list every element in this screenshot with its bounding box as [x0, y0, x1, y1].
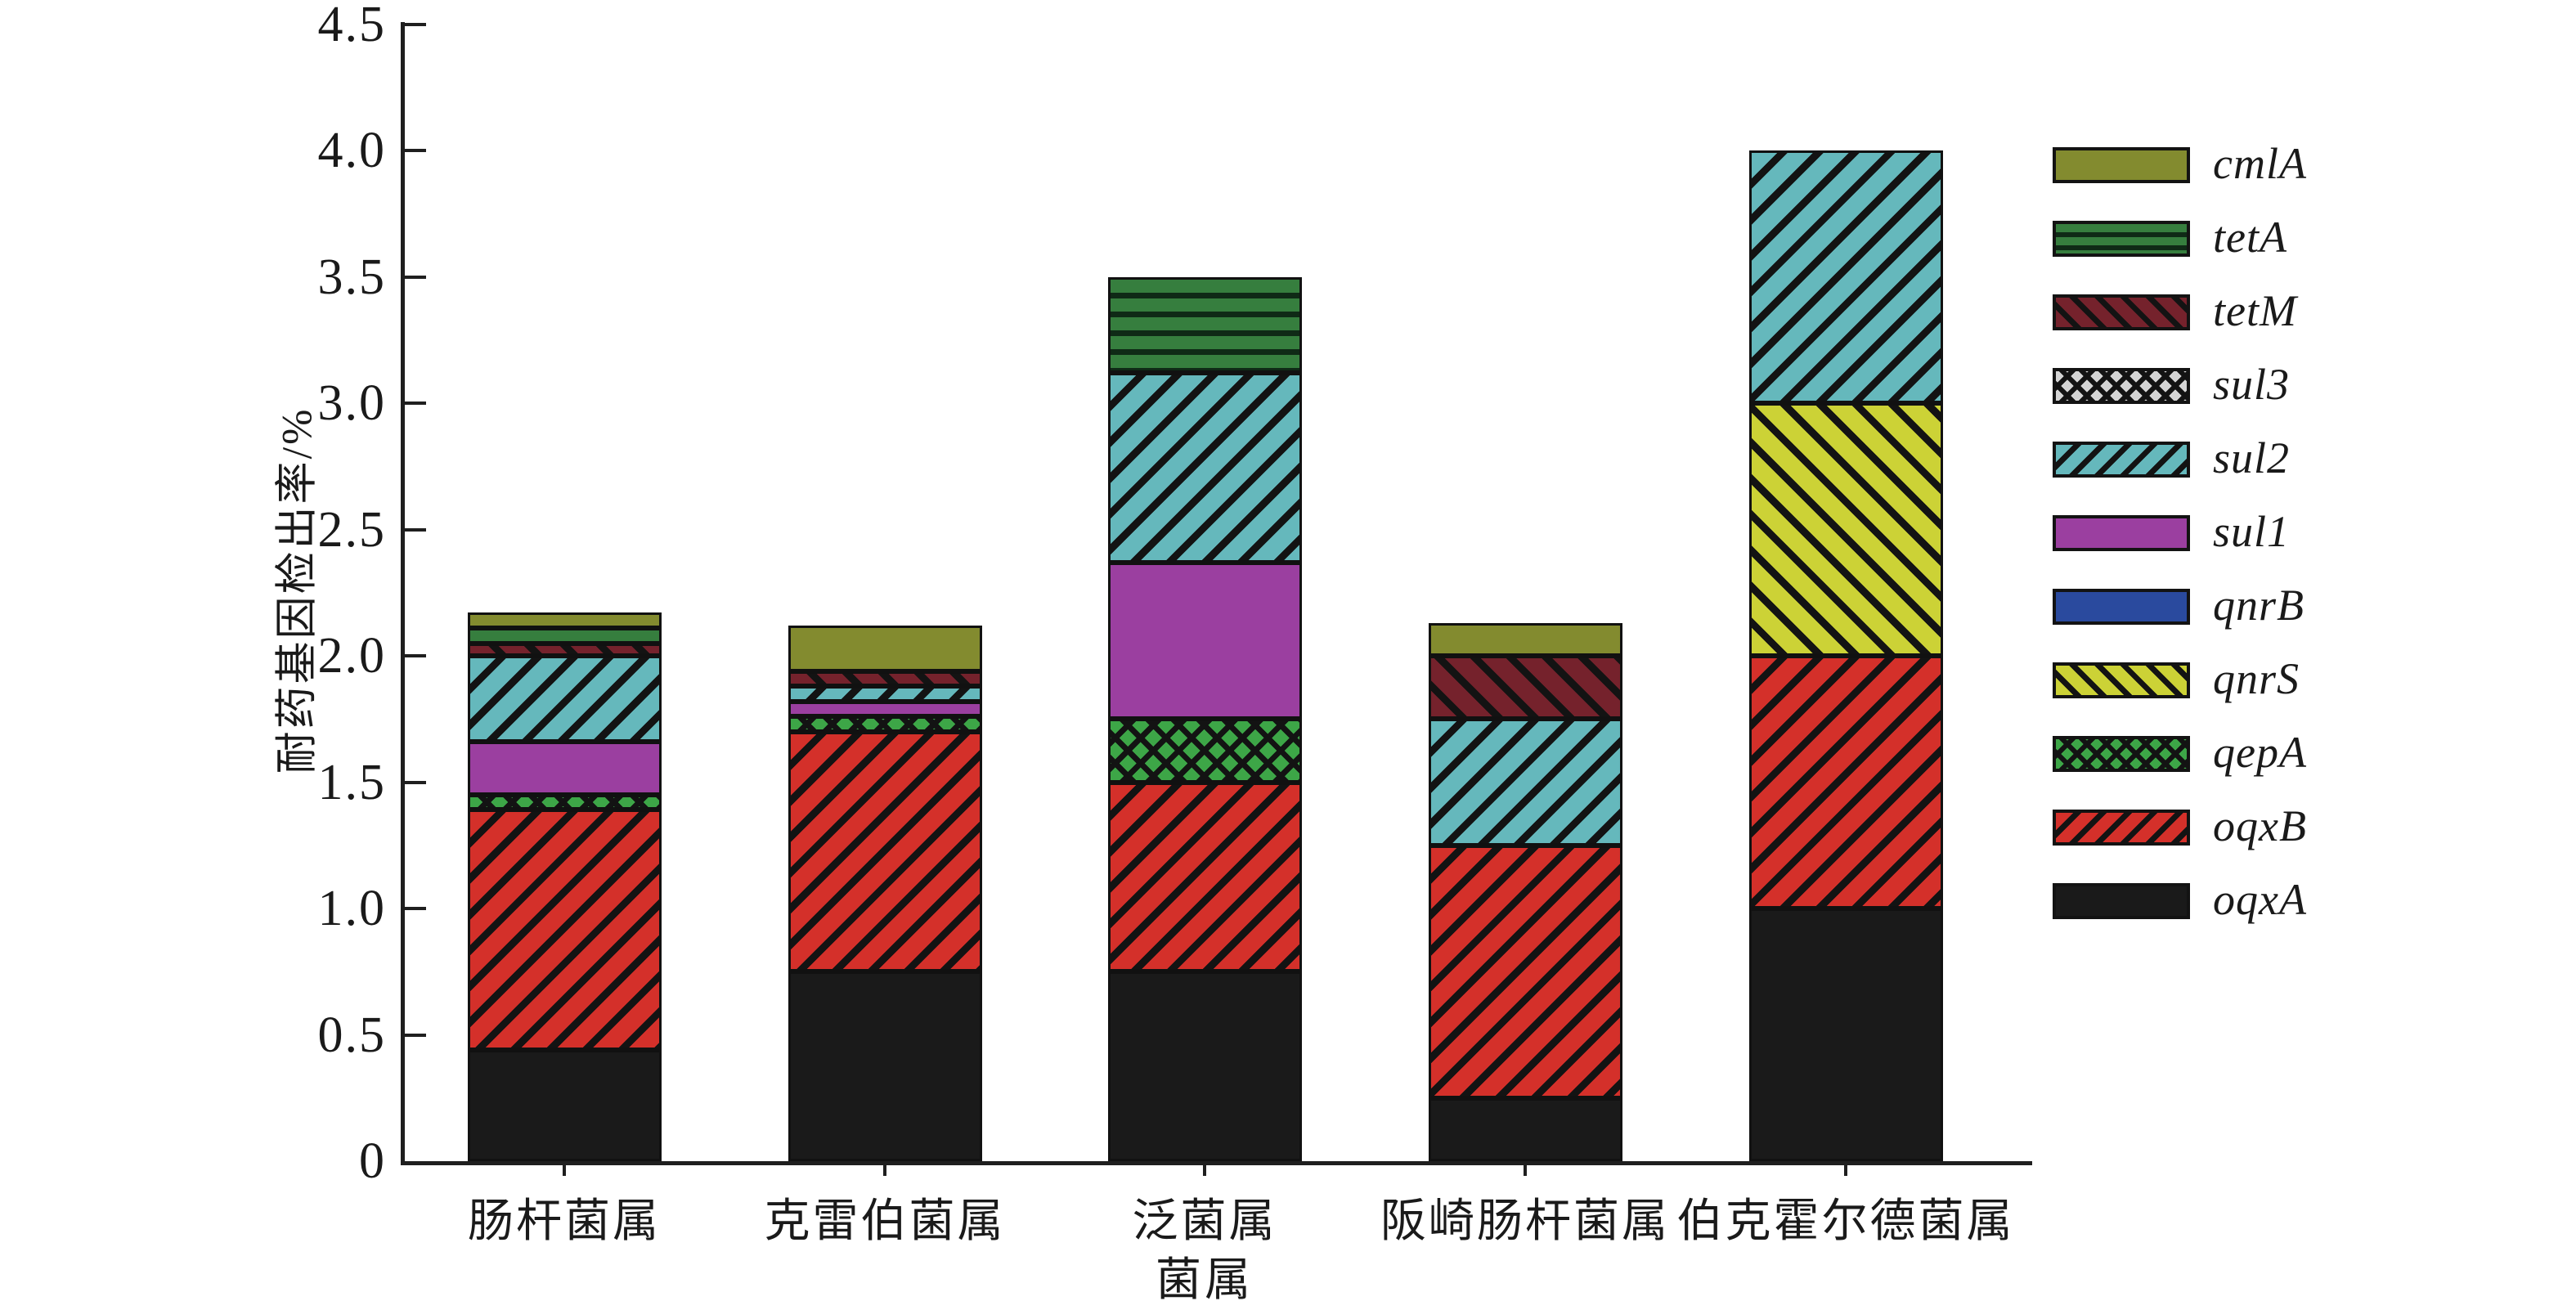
- y-axis-line: [401, 22, 405, 1165]
- x-tick: [1203, 1165, 1206, 1176]
- legend-label-tetM: tetM: [2213, 286, 2297, 335]
- bar-segment-tetA: [467, 628, 662, 644]
- y-tick: [405, 907, 426, 910]
- legend-label-qnrS: qnrS: [2213, 654, 2300, 703]
- legend-swatch-oqxB: [2053, 810, 2190, 846]
- y-tick-label: 1.0: [317, 881, 386, 936]
- y-tick-label: 2.0: [317, 628, 386, 684]
- legend-swatch-sul3: [2053, 368, 2190, 404]
- x-tick: [1844, 1165, 1847, 1176]
- bar-segment-qnrS: [1748, 403, 1943, 656]
- y-tick-label: 4.0: [317, 123, 386, 178]
- category-label: 伯克霍尔德菌属: [1676, 1196, 2015, 1247]
- y-axis-title: 耐药基因检出率/%: [274, 406, 321, 774]
- y-tick: [405, 22, 426, 26]
- bar-segment-oqxB: [467, 810, 662, 1051]
- legend-swatch-sul1: [2053, 515, 2190, 551]
- bar-segment-sul2: [788, 686, 982, 702]
- legend-label-sul3: sul3: [2213, 360, 2291, 409]
- category-label: 克雷伯菌属: [764, 1196, 1006, 1247]
- legend-swatch-qnrB: [2053, 589, 2190, 625]
- bar-segment-tetM: [788, 671, 982, 687]
- bar-segment-sul2: [1428, 719, 1622, 846]
- y-tick-label: 0: [359, 1133, 386, 1189]
- legend-swatch-oqxA: [2053, 883, 2190, 919]
- bar-segment-oqxB: [1748, 656, 1943, 908]
- legend-label-tetA: tetA: [2213, 213, 2287, 262]
- legend-label-oqxB: oqxB: [2213, 801, 2307, 850]
- y-tick: [405, 275, 426, 279]
- bar-segment-cmlA: [1428, 622, 1622, 656]
- bar-segment-oqxB: [1428, 845, 1622, 1098]
- x-tick: [883, 1165, 886, 1176]
- y-tick: [405, 149, 426, 152]
- legend-swatch-qepA: [2053, 736, 2190, 772]
- bar-segment-sul1: [788, 701, 982, 717]
- legend-swatch-cmlA: [2053, 147, 2190, 183]
- category-label: 肠杆菌属: [468, 1196, 661, 1247]
- legend-label-sul2: sul2: [2213, 433, 2291, 482]
- legend-swatch-qnrS: [2053, 662, 2190, 698]
- bar-segment-tetA: [1107, 276, 1302, 373]
- legend-label-sul1: sul1: [2213, 507, 2291, 556]
- bar-segment-sul1: [1107, 562, 1302, 720]
- legend-label-qnrB: qnrB: [2213, 581, 2304, 630]
- bar-segment-oqxA: [1748, 908, 1943, 1161]
- y-tick-label: 4.5: [317, 0, 386, 52]
- bar-segment-cmlA: [467, 612, 662, 628]
- category-label: 泛菌属: [1132, 1196, 1277, 1247]
- bar-segment-qepA: [467, 794, 662, 810]
- y-tick: [405, 402, 426, 405]
- legend-label-oqxA: oqxA: [2213, 875, 2307, 924]
- y-tick-label: 1.5: [317, 754, 386, 810]
- y-tick: [405, 780, 426, 784]
- bar-segment-oqxA: [788, 971, 982, 1161]
- bar-segment-sul1: [467, 742, 662, 795]
- bar-segment-oqxB: [1107, 782, 1302, 972]
- y-tick-label: 3.5: [317, 249, 386, 305]
- x-axis-title: 菌属: [1156, 1255, 1254, 1301]
- legend-label-cmlA: cmlA: [2213, 139, 2307, 188]
- legend-swatch-sul2: [2053, 442, 2190, 478]
- y-tick-label: 3.0: [317, 375, 386, 431]
- y-tick: [405, 527, 426, 532]
- y-tick: [405, 1033, 426, 1037]
- bar-segment-oqxB: [788, 731, 982, 972]
- bar-segment-qepA: [788, 716, 982, 732]
- bar-segment-sul2: [1748, 150, 1943, 403]
- bar-segment-tetM: [1428, 656, 1622, 720]
- y-tick-label: 0.5: [317, 1007, 386, 1063]
- bar-segment-oqxA: [467, 1050, 662, 1161]
- bar-segment-oqxA: [1107, 971, 1302, 1161]
- bar-segment-tetM: [467, 643, 662, 656]
- legend-label-qepA: qepA: [2213, 728, 2307, 777]
- legend-swatch-tetM: [2053, 294, 2190, 330]
- x-tick: [563, 1165, 566, 1176]
- bar-segment-sul2: [467, 656, 662, 742]
- y-tick: [405, 654, 426, 657]
- bar-segment-qepA: [1107, 719, 1302, 783]
- y-tick-label: 2.5: [317, 501, 386, 558]
- bar-segment-oqxA: [1428, 1097, 1622, 1161]
- bar-segment-sul2: [1107, 372, 1302, 563]
- bar-segment-cmlA: [788, 625, 982, 671]
- x-tick: [1524, 1165, 1527, 1176]
- x-axis-line: [401, 1161, 2032, 1165]
- category-label: 阪崎肠杆菌属: [1380, 1196, 1670, 1247]
- legend-swatch-tetA: [2053, 221, 2190, 257]
